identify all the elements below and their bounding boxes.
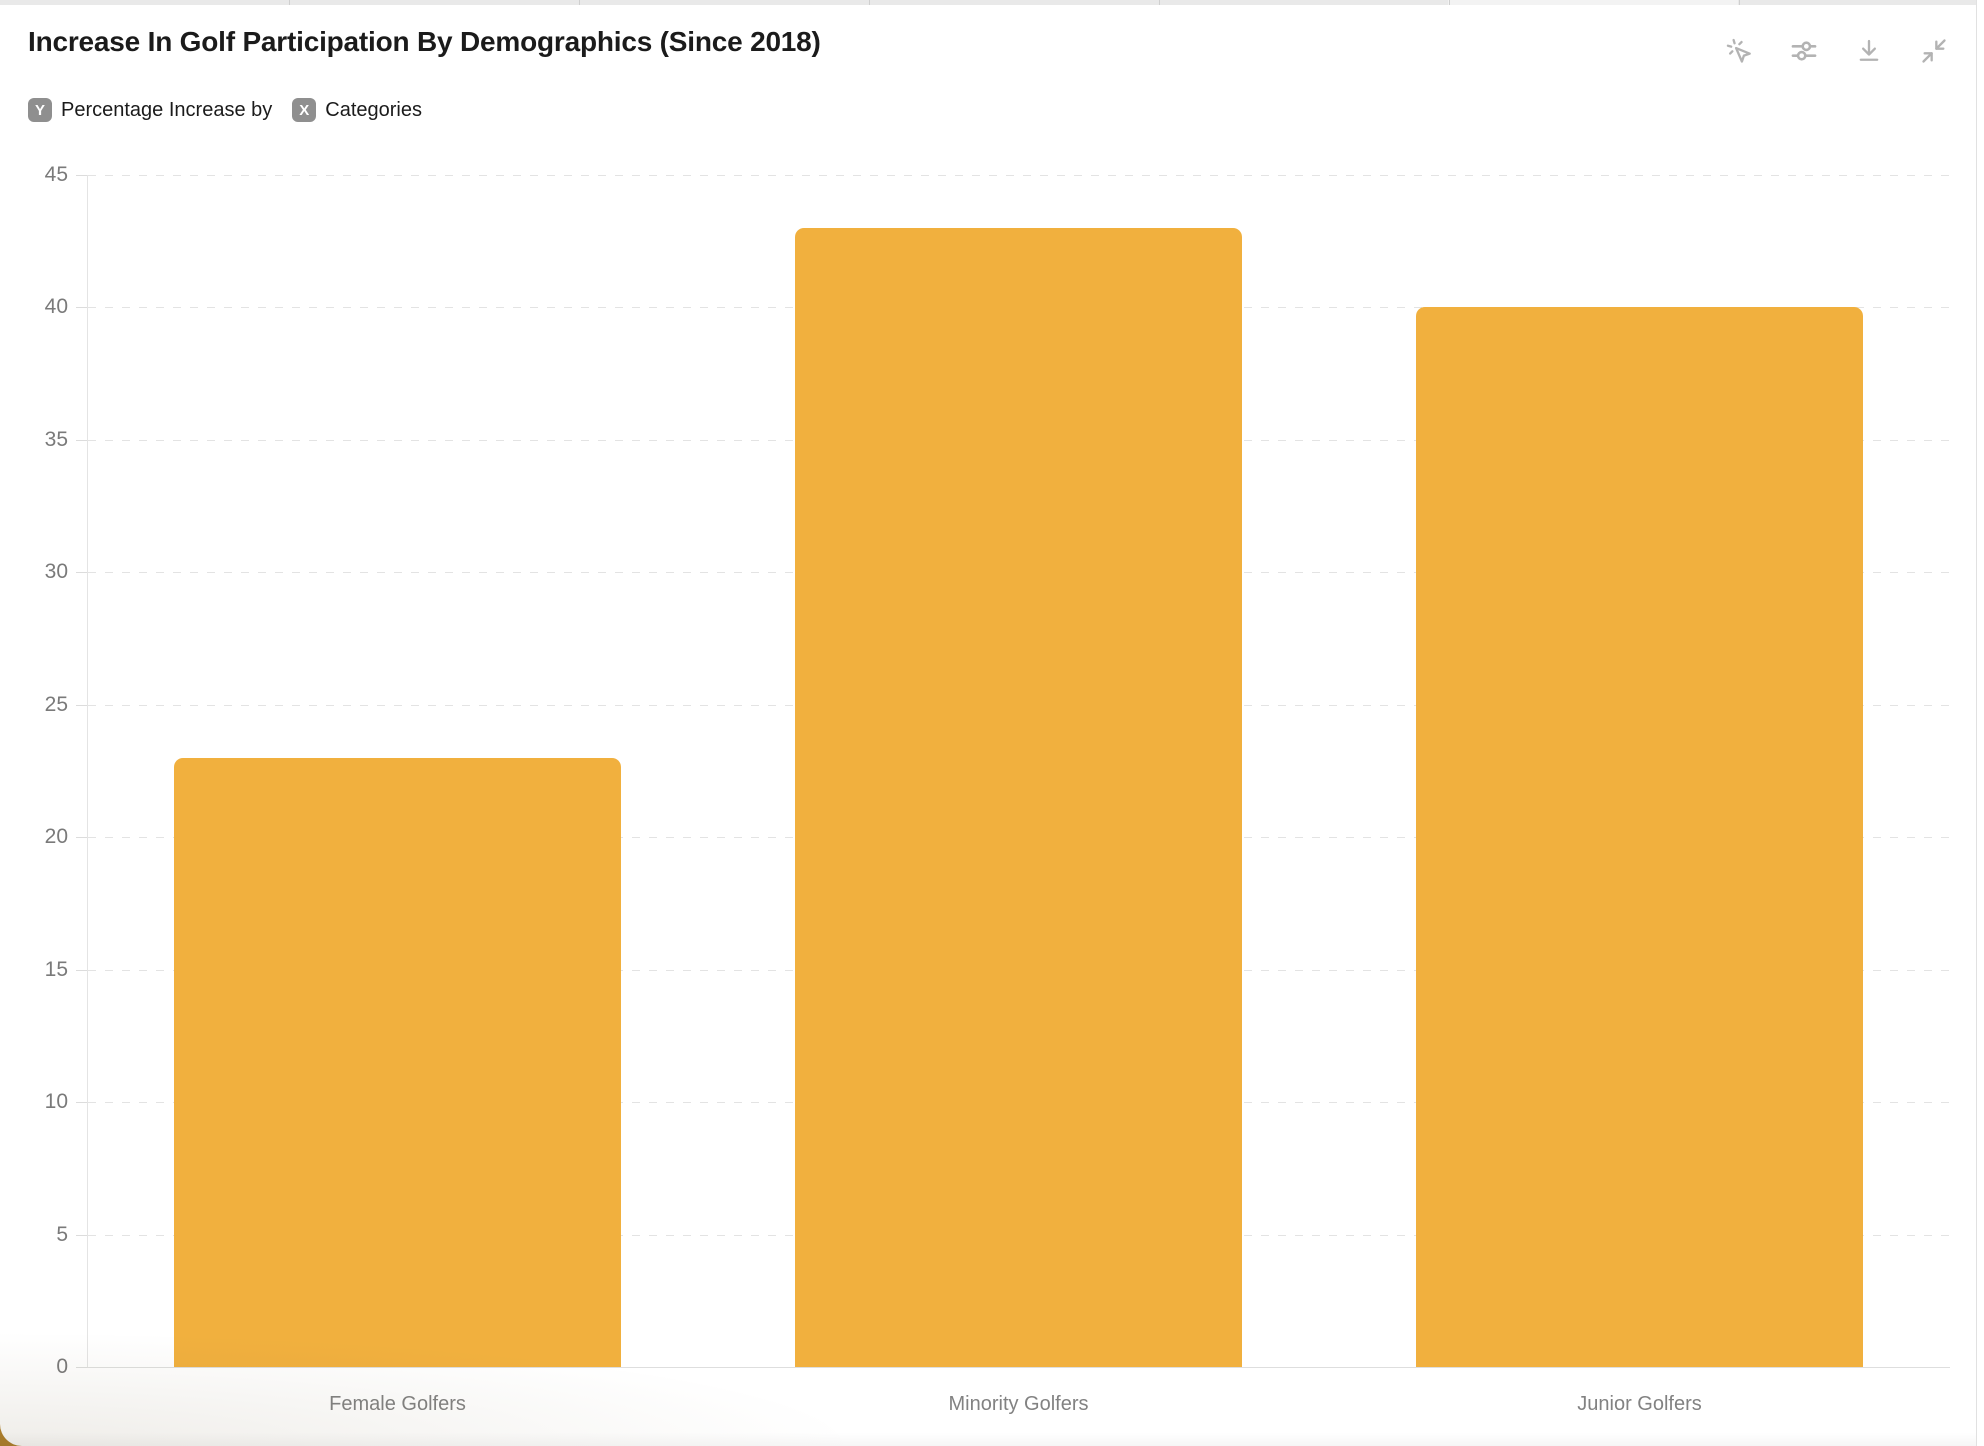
bar-female-golfers[interactable] xyxy=(173,757,622,1367)
x-axis-category-label: Junior Golfers xyxy=(1577,1393,1702,1415)
y-axis-legend-label: Percentage Increase by xyxy=(61,98,273,121)
y-axis-tick-label: 20 xyxy=(44,825,68,849)
y-axis-tick-label: 45 xyxy=(44,163,68,186)
x-axis-badge: X xyxy=(292,98,317,122)
y-axis-tick xyxy=(76,837,87,839)
y-axis-tick-label: 30 xyxy=(44,560,68,584)
bar-junior-golfers[interactable] xyxy=(1415,307,1864,1367)
sliders-icon xyxy=(1790,37,1818,68)
panel-right-border xyxy=(1976,0,1977,1446)
download-button[interactable] xyxy=(1855,38,1883,66)
collapse-button[interactable] xyxy=(1920,38,1948,66)
x-axis-baseline xyxy=(87,1367,1950,1368)
y-axis-tick xyxy=(76,1234,87,1236)
y-axis-tick xyxy=(76,1102,87,1104)
table-header-strip xyxy=(0,0,1976,5)
y-axis-tick xyxy=(76,572,87,574)
y-axis-tick xyxy=(76,439,87,441)
y-axis-tick xyxy=(76,1367,87,1368)
y-axis-tick xyxy=(76,969,87,971)
chart-settings-button[interactable] xyxy=(1790,38,1818,66)
x-axis-category-label: Minority Golfers xyxy=(948,1393,1089,1415)
y-axis-tick-label: 35 xyxy=(44,427,68,451)
chart-title: Increase In Golf Participation By Demogr… xyxy=(28,26,821,57)
y-axis-tick-label: 0 xyxy=(56,1355,68,1378)
collapse-icon xyxy=(1920,37,1948,68)
x-axis-category-label: Female Golfers xyxy=(329,1393,466,1415)
pointer-click-button[interactable] xyxy=(1725,38,1753,66)
y-axis-tick xyxy=(76,704,87,706)
x-axis-legend-label: Categories xyxy=(325,98,422,121)
y-gridline xyxy=(88,175,1950,176)
y-axis-line xyxy=(87,175,88,1367)
y-axis-badge: Y xyxy=(28,98,52,122)
download-icon xyxy=(1855,37,1883,68)
bar-minority-golfers[interactable] xyxy=(794,227,1243,1367)
y-axis-tick-label: 25 xyxy=(44,692,68,716)
y-axis-tick xyxy=(76,307,87,309)
y-axis-tick xyxy=(76,175,87,176)
axis-legend: Y Percentage Increase by X Categories xyxy=(28,97,422,123)
chart-header: Increase In Golf Participation By Demogr… xyxy=(0,0,1984,130)
y-axis-tick-label: 15 xyxy=(44,957,68,981)
y-axis-tick-label: 5 xyxy=(56,1222,68,1246)
chart-toolbar xyxy=(1725,38,1948,66)
pointer-click-icon xyxy=(1725,37,1753,68)
y-axis-tick-label: 10 xyxy=(44,1090,68,1114)
y-axis-tick-label: 40 xyxy=(44,295,68,319)
